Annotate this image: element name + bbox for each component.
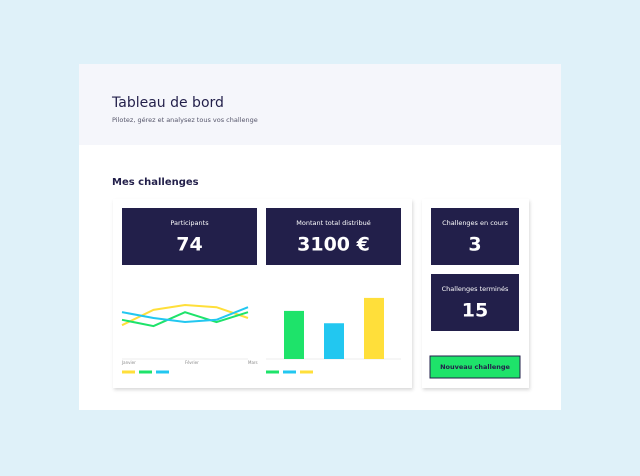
stat-value: 74: [176, 234, 202, 256]
stat-label: Challenges en cours: [442, 219, 508, 227]
subtitle: Pilotez, gérez et analysez tous vos chal…: [112, 116, 258, 124]
section-title: Mes challenges: [112, 177, 199, 188]
line: [121, 303, 249, 327]
header: [79, 64, 561, 145]
stat-box: [266, 208, 401, 265]
button-label[interactable]: Nouveau challenge: [440, 363, 510, 371]
line: [121, 311, 249, 328]
bar: [364, 297, 384, 359]
stat-box: [431, 274, 519, 331]
stat-box: [122, 208, 257, 265]
stat-value: 3100 €: [297, 234, 370, 256]
title: Tableau de bord: [111, 95, 224, 111]
stat-label: Challenges terminés: [442, 285, 509, 293]
x-tick-label: Mars: [248, 360, 258, 365]
stat-box: [431, 208, 519, 265]
stat-label: Montant total distribué: [296, 219, 371, 227]
bar: [284, 310, 304, 359]
stat-label: Participants: [170, 219, 209, 227]
stat-value: 3: [468, 234, 481, 256]
x-tick-label: Février: [185, 360, 199, 365]
bar: [324, 323, 344, 359]
line: [121, 306, 249, 324]
stat-value: 15: [462, 300, 488, 322]
new-challenge-button[interactable]: [429, 355, 521, 379]
x-tick-label: Janvier: [121, 360, 136, 365]
